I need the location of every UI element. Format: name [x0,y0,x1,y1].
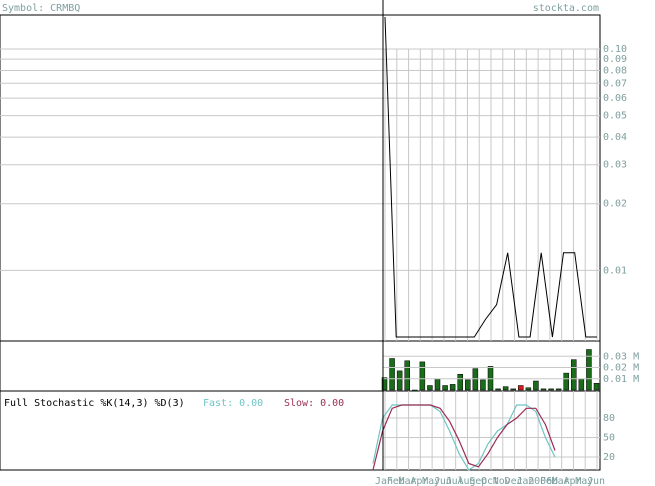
x-tick-label: Feb [387,476,405,486]
site-label: stockta.com [533,3,599,14]
volume-bar [449,384,456,391]
stochastic-axis-ticks: 80 50 20 [603,413,615,463]
x-tick-label: Sep [469,476,487,486]
price-tick-label: 0.10 [603,44,627,55]
volume-tick-label: 0.03 M [603,351,639,362]
fast-legend: Fast: 0.00 [203,398,263,409]
slow-legend: Slow: 0.00 [284,398,344,409]
stochastic-title: Full Stochastic %K(14,3) %D(3) [4,398,185,409]
stochastic-grid [383,417,600,458]
x-tick-label: 2006 [528,476,552,486]
volume-bar [404,360,410,391]
x-tick-label: Jul [446,476,464,486]
volume-bar [586,349,592,391]
stochastic-panel-frame [0,390,601,471]
x-tick-label: Apr [410,476,428,486]
volume-bar [533,380,539,391]
x-tick-label: Feb [540,476,558,486]
volume-bar [442,385,448,391]
price-tick-label: 0.08 [603,65,627,76]
volume-bar [480,379,486,391]
x-tick-label: Dec [505,476,523,486]
volume-bar [495,388,501,391]
volume-bar [434,378,441,391]
volume-bar [396,370,403,391]
x-axis-ticks: JanFebMarAprMayJunJulAugSepOctNovDecJan2… [375,476,605,486]
volume-bar [502,386,509,391]
volume-bar [465,379,471,391]
volume-bar [540,388,547,391]
price-tick-label: 0.02 [603,199,627,210]
symbol-label: Symbol: CRMBQ [2,3,80,14]
price-tick-label: 0.05 [603,111,627,122]
price-tick-label: 0.07 [603,78,627,89]
price-tick-label: 0.04 [603,132,627,143]
volume-bar [593,383,600,391]
x-tick-label: Jun [434,476,452,486]
x-tick-label: Jan [516,476,534,486]
volume-bar [548,388,554,391]
volume-bar [510,388,516,391]
volume-bar [381,377,388,391]
price-series-line [384,16,597,338]
volume-bar [419,361,426,391]
stochastic-tick-label: 20 [603,452,615,463]
volume-bar [457,374,463,391]
volume-bar [389,358,395,391]
x-tick-label: May [575,476,593,486]
price-tick-label: 0.09 [603,54,627,65]
price-axis-ticks: 0.100.090.08 0.07 0.06 0.05 0.04 0.03 0.02 0.01 [603,44,627,276]
volume-bar [525,387,532,391]
slow-series-line [372,404,556,471]
volume-panel-frame [0,340,601,392]
x-tick-label: May [422,476,440,486]
volume-bar [487,366,494,391]
stochastic-tick-label: 50 [603,433,615,444]
x-tick-label: Oct [481,476,499,486]
volume-bars [381,349,600,392]
x-tick-label: Mar [552,476,570,486]
volume-bar [571,359,577,391]
stochastic-tick-label: 80 [603,413,615,424]
x-tick-label: Nov [493,476,511,486]
volume-bar [412,389,418,392]
volume-bar [555,388,562,391]
volume-bar [518,385,524,391]
price-tick-label: 0.06 [603,93,627,104]
volume-axis-ticks: 0.03 M0.02 M0.01 M [383,351,639,385]
price-tick-label: 0.01 [603,265,627,276]
x-tick-label: Aug [457,476,475,486]
volume-bar [472,368,479,391]
x-tick-label: Jun [587,476,605,486]
price-panel-frame [0,14,601,342]
price-tick-label: 0.03 [603,160,627,171]
volume-tick-label: 0.02 M [603,363,639,374]
volume-bar [578,378,585,391]
volume-bar [427,385,433,391]
x-tick-label: Jan [375,476,393,486]
volume-tick-label: 0.01 M [603,374,639,385]
x-tick-label: Mar [399,476,417,486]
x-tick-label: Apr [563,476,581,486]
volume-bar [563,372,569,391]
